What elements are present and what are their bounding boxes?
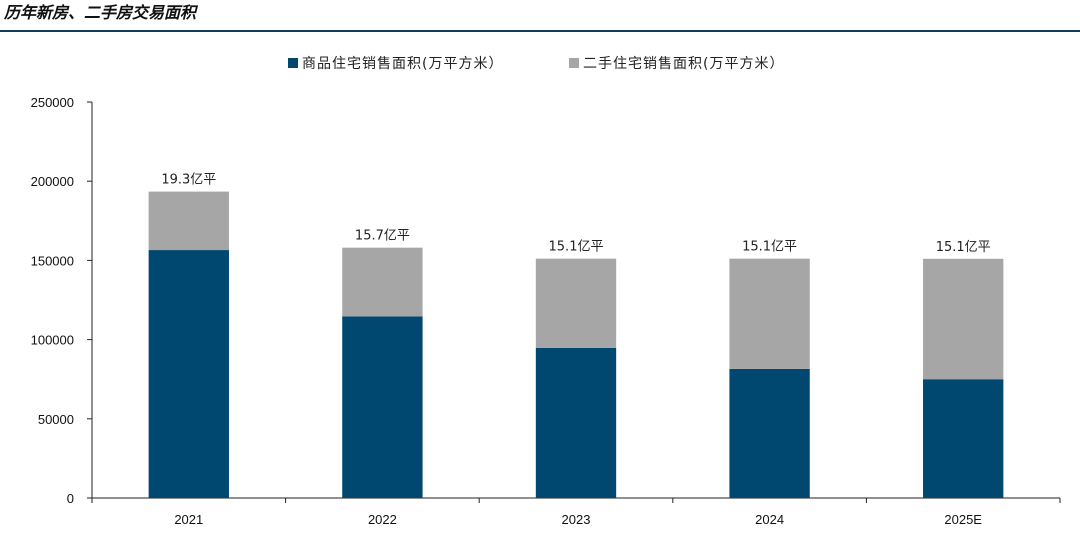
bar-new-home-2024	[729, 368, 810, 498]
bar-new-home-2022	[342, 316, 423, 498]
y-axis: 0 50000 100000 150000 200000 250000	[31, 95, 93, 506]
legend-swatch-2	[569, 58, 579, 68]
y-tick-label: 200000	[31, 174, 74, 189]
total-label-2022: 15.7亿平	[355, 229, 410, 244]
total-label-2024: 15.1亿平	[742, 240, 797, 255]
x-tick-label: 2021	[174, 512, 203, 527]
total-label-2025E: 15.1亿平	[936, 240, 991, 255]
stacked-bar-chart: 商品住宅销售面积(万平方米） 二手住宅销售面积(万平方米） 0 50000 10000…	[31, 56, 1061, 527]
y-tick-label: 0	[67, 491, 74, 506]
x-tick-label: 2023	[562, 512, 591, 527]
data-labels: 19.3亿平 15.7亿平 15.1亿平 15.1亿平 15.1亿平	[161, 173, 990, 255]
legend-label-1: 商品住宅销售面积(万平方米）	[302, 56, 503, 72]
x-tick-label: 2025E	[944, 512, 982, 527]
y-tick-label: 50000	[38, 412, 74, 427]
total-label-2021: 19.3亿平	[161, 173, 216, 188]
x-tick-label: 2024	[755, 512, 784, 527]
legend-swatch-1	[288, 58, 298, 68]
page-title: 历年新房、二手房交易面积	[4, 3, 197, 22]
x-axis: 2021 2022 2023 2024 2025E	[91, 497, 1061, 527]
legend: 商品住宅销售面积(万平方米） 二手住宅销售面积(万平方米）	[288, 56, 784, 72]
y-tick-label: 100000	[31, 333, 74, 348]
bar-new-home-2021	[148, 250, 229, 498]
bar-second-hand-2022	[342, 247, 423, 317]
bar-second-hand-2025E	[923, 258, 1004, 380]
y-tick-label: 150000	[31, 253, 74, 268]
bar-new-home-2025E	[923, 379, 1004, 498]
bars	[148, 191, 1004, 498]
x-tick-label: 2022	[368, 512, 397, 527]
legend-label-2: 二手住宅销售面积(万平方米）	[583, 56, 784, 72]
bar-second-hand-2024	[729, 258, 810, 369]
title-divider	[0, 30, 1080, 32]
total-label-2023: 15.1亿平	[549, 240, 604, 255]
bar-second-hand-2023	[535, 258, 617, 348]
bar-second-hand-2021	[148, 191, 229, 251]
bar-new-home-2023	[535, 347, 617, 498]
y-tick-label: 250000	[31, 95, 74, 110]
